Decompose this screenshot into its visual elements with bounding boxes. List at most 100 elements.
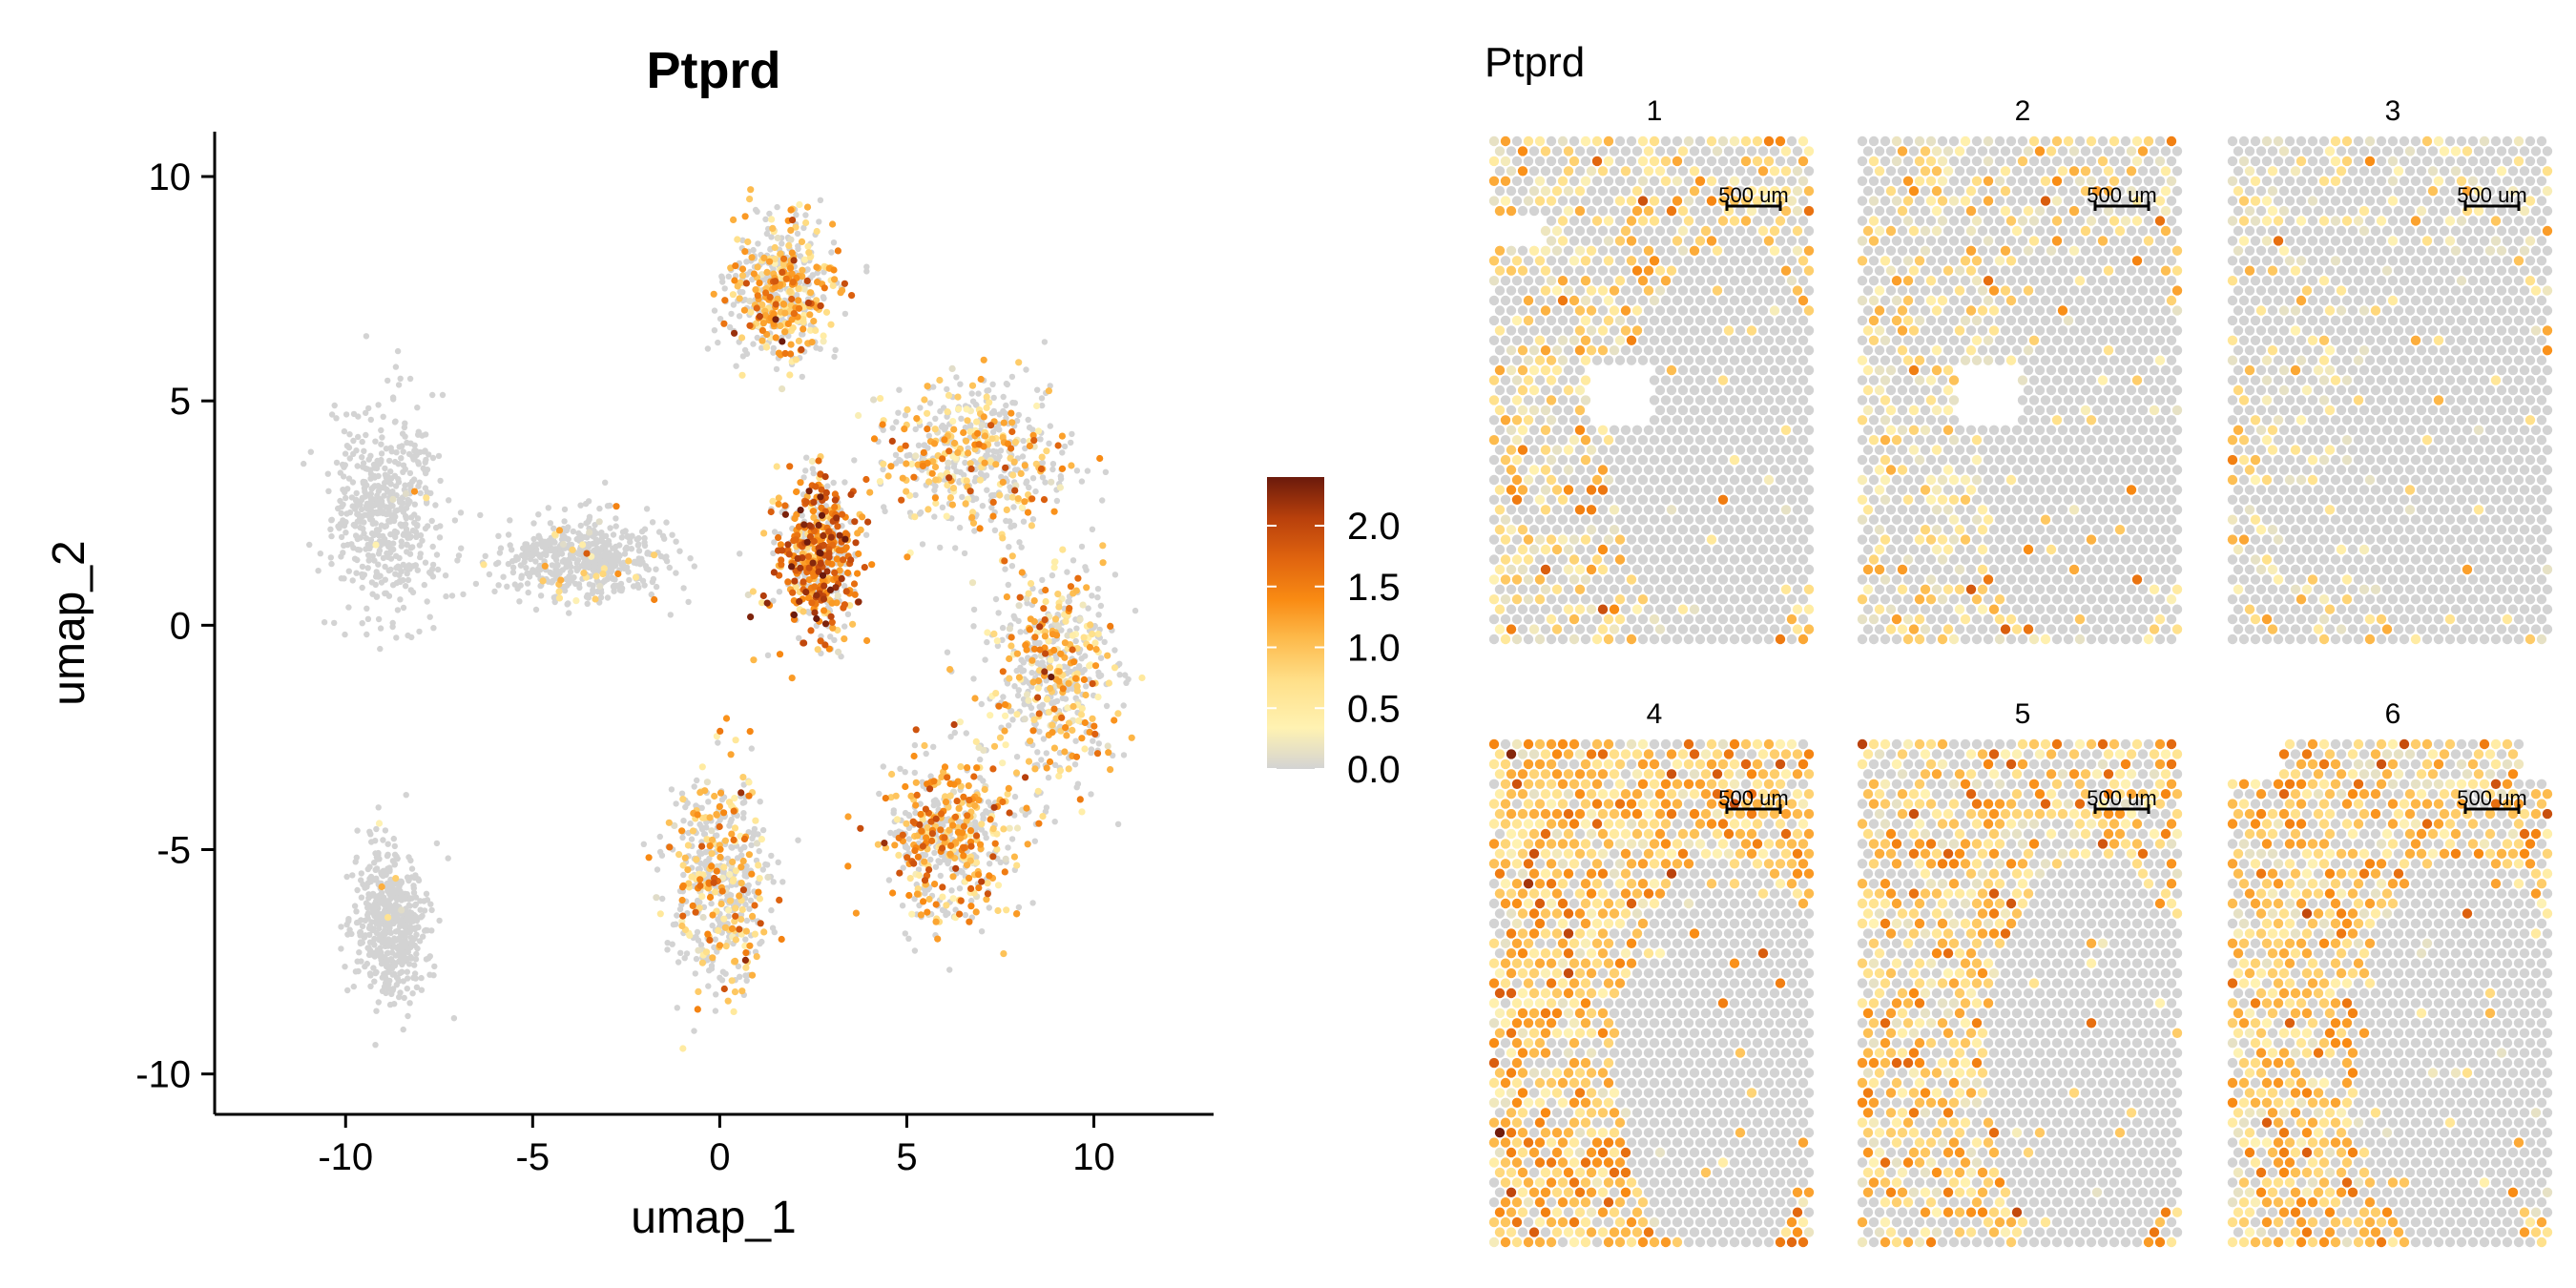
- umap-cell-point-expressing: [696, 876, 703, 883]
- umap-cell-point-expressing: [700, 914, 707, 921]
- spatial-spot: [1804, 166, 1814, 176]
- umap-cell-point-expressing: [829, 619, 836, 626]
- spatial-spot: [1529, 206, 1539, 216]
- umap-cell-point-expressing: [922, 877, 928, 883]
- umap-cell-point-expressing: [978, 821, 985, 827]
- umap-cell-point: [413, 956, 419, 962]
- umap-cell-point-expressing: [737, 789, 744, 796]
- umap-cell-point: [406, 1000, 412, 1006]
- umap-cell-point: [376, 999, 382, 1005]
- spatial-spot: [1667, 206, 1676, 216]
- umap-cell-point: [388, 481, 394, 487]
- umap-cell-point: [355, 463, 361, 468]
- spatial-spot: [1661, 177, 1671, 186]
- umap-cell-point-expressing: [772, 278, 779, 284]
- umap-cell-point: [389, 884, 395, 890]
- umap-cell-point: [605, 594, 611, 600]
- umap-cell-point: [389, 624, 395, 630]
- umap-cell-point-expressing: [1011, 487, 1018, 493]
- umap-cell-point-expressing: [946, 780, 953, 787]
- umap-cell-point-expressing: [695, 1006, 701, 1012]
- umap-cell-point: [308, 449, 314, 455]
- umap-cell-point: [1048, 423, 1053, 428]
- umap-cell-point: [996, 411, 1002, 417]
- spatial-spot: [1518, 186, 1527, 196]
- umap-cell-point-expressing: [821, 583, 827, 590]
- umap-cell-point: [338, 924, 343, 929]
- umap-cell-point: [432, 502, 438, 508]
- umap-cell-point-expressing: [1004, 507, 1010, 513]
- umap-cell-point: [406, 498, 412, 504]
- umap-cell-point-expressing: [855, 598, 862, 605]
- umap-cell-point: [631, 560, 636, 566]
- umap-cell-point-expressing: [1081, 676, 1088, 683]
- umap-cell-point: [437, 478, 443, 484]
- spatial-spot: [1730, 156, 1739, 166]
- umap-cell-point-expressing: [896, 870, 903, 877]
- umap-cell-point: [1009, 563, 1015, 569]
- umap-cell-point: [524, 541, 530, 547]
- umap-cell-point-expressing: [821, 607, 827, 613]
- umap-cell-point-expressing: [823, 489, 830, 496]
- spatial-spot: [1638, 196, 1648, 205]
- spatial-spot: [1695, 216, 1705, 225]
- spatial-spot: [1730, 136, 1739, 146]
- umap-cell-point-expressing: [1060, 685, 1067, 692]
- umap-cell-point-expressing: [819, 512, 825, 519]
- colorbar-tick-label: 2.0: [1347, 506, 1401, 548]
- umap-cell-point: [715, 340, 720, 345]
- umap-cell-point-expressing: [975, 797, 982, 803]
- umap-cell-point-expressing: [967, 903, 974, 909]
- umap-cell-point-expressing: [729, 859, 736, 865]
- umap-cell-point: [613, 515, 618, 521]
- umap-cell-point-expressing: [729, 925, 736, 932]
- umap-cell-point: [945, 859, 951, 864]
- umap-cell-point-expressing: [1082, 692, 1089, 698]
- spatial-spot: [1798, 196, 1808, 205]
- umap-cell-point-expressing: [758, 338, 765, 344]
- umap-cell-point: [1026, 417, 1031, 423]
- umap-cell-point: [405, 1013, 410, 1019]
- umap-cell-point-expressing: [990, 631, 997, 637]
- umap-cell-point-expressing: [813, 592, 820, 598]
- umap-cell-point: [346, 431, 352, 437]
- umap-cell-point: [378, 442, 384, 447]
- umap-cell-point: [991, 409, 997, 415]
- umap-cell-point: [419, 987, 425, 993]
- spatial-spot: [1667, 226, 1676, 236]
- umap-cell-point: [409, 865, 415, 871]
- umap-cell-point: [958, 416, 964, 422]
- umap-cell-point-expressing: [810, 560, 817, 567]
- umap-cell-point: [913, 426, 919, 432]
- umap-cell-point-expressing: [742, 957, 749, 964]
- umap-cell-point-expressing: [910, 861, 917, 867]
- umap-cell-point: [389, 949, 395, 955]
- umap-cell-point-expressing: [679, 897, 686, 904]
- umap-x-tick-label: -10: [318, 1136, 373, 1178]
- spatial-spot: [1501, 196, 1510, 205]
- umap-cell-point-expressing: [988, 435, 995, 442]
- spatial-spot: [1506, 166, 1516, 176]
- spatial-spot: [1610, 186, 1619, 196]
- umap-cell-point: [371, 462, 377, 467]
- umap-cell-point: [392, 459, 398, 465]
- umap-cell-point-expressing: [1068, 462, 1074, 468]
- umap-cell-point-expressing: [1014, 651, 1021, 657]
- umap-cell-point: [359, 454, 364, 460]
- umap-cell-point-expressing: [880, 421, 886, 427]
- umap-y-ticks: 1050-5-10: [135, 156, 215, 1096]
- umap-cell-point-expressing: [949, 365, 956, 372]
- umap-cell-point: [802, 212, 808, 218]
- umap-cell-point-expressing: [982, 786, 988, 793]
- umap-cell-point-expressing: [996, 491, 1003, 498]
- umap-cell-point-expressing: [542, 563, 549, 570]
- umap-cell-point: [611, 531, 616, 537]
- umap-cell-point-expressing: [746, 196, 753, 202]
- umap-cell-point-expressing: [1111, 664, 1118, 671]
- spatial-spot: [1627, 156, 1636, 166]
- umap-cell-point-expressing: [1086, 662, 1092, 669]
- umap-cell-point: [1102, 639, 1108, 645]
- umap-cell-point: [624, 545, 630, 551]
- umap-cell-point-expressing: [1039, 813, 1046, 820]
- umap-cell-point: [370, 891, 376, 897]
